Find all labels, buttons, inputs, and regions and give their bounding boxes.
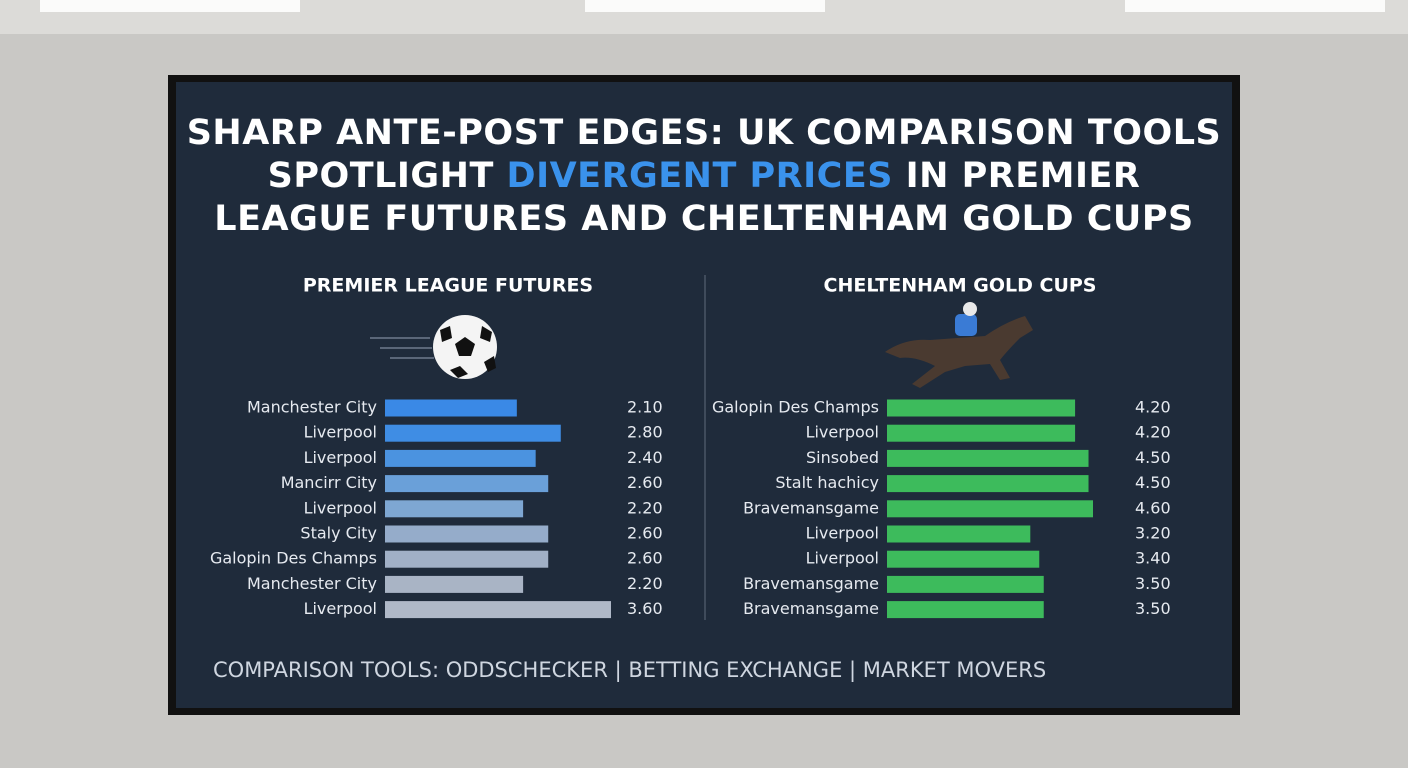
headline: SHARP ANTE-POST EDGES: UK COMPARISON TOO…: [168, 112, 1240, 241]
category-label: Bravemansgame: [743, 599, 879, 618]
value-label: 2.20: [627, 574, 663, 593]
headline-text: IN PREMIER: [905, 156, 1141, 196]
horse-icon: [885, 302, 1033, 388]
category-label: Galopin Des Champs: [210, 549, 377, 568]
bar: [887, 475, 1089, 493]
category-label: Mancirr City: [281, 473, 377, 492]
bar: [385, 601, 611, 619]
bar: [385, 424, 561, 442]
value-label: 2.60: [627, 473, 663, 492]
bar: [887, 449, 1089, 467]
value-label: 2.80: [627, 423, 663, 442]
category-label: Stalt hachicy: [775, 473, 879, 492]
category-label: Liverpool: [304, 448, 377, 467]
category-label: Manchester City: [247, 574, 377, 593]
category-label: Galopin Des Champs: [712, 398, 879, 417]
category-label: Bravemansgame: [743, 498, 879, 517]
value-label: 4.50: [1135, 473, 1171, 492]
bar: [385, 525, 549, 543]
bar: [385, 475, 549, 493]
bar: [887, 399, 1076, 417]
value-label: 3.40: [1135, 549, 1171, 568]
footer: COMPARISON TOOLS: ODDSCHECKER | BETTING …: [213, 658, 1047, 682]
value-label: 3.20: [1135, 524, 1171, 543]
bar: [385, 399, 517, 417]
category-label: Bravemansgame: [743, 574, 879, 593]
category-label: Liverpool: [806, 524, 879, 543]
headline-line: LEAGUE FUTURES AND CHELTENHAM GOLD CUPS: [214, 199, 1194, 239]
ceiling-light: [585, 0, 825, 12]
value-label: 4.50: [1135, 448, 1171, 467]
bar: [385, 449, 536, 467]
value-label: 2.60: [627, 549, 663, 568]
category-label: Liverpool: [304, 599, 377, 618]
value-label: 3.60: [627, 599, 663, 618]
value-label: 2.60: [627, 524, 663, 543]
category-label: Sinsobed: [806, 448, 879, 467]
bar: [887, 424, 1076, 442]
value-label: 4.60: [1135, 498, 1171, 517]
category-label: Liverpool: [304, 423, 377, 442]
value-label: 2.20: [627, 498, 663, 517]
value-label: 2.10: [627, 398, 663, 417]
bar: [887, 525, 1031, 543]
category-label: Liverpool: [806, 423, 879, 442]
bar: [385, 575, 524, 593]
headline-text: SPOTLIGHT: [267, 156, 494, 196]
bar: [887, 575, 1044, 593]
bar: [385, 500, 524, 518]
value-label: 4.20: [1135, 398, 1171, 417]
headline-highlight: DIVERGENT PRICES: [506, 156, 893, 196]
value-label: 3.50: [1135, 574, 1171, 593]
ceiling-light: [1125, 0, 1385, 12]
bar: [385, 550, 549, 568]
category-label: Staly City: [300, 524, 377, 543]
value-label: 3.50: [1135, 599, 1171, 618]
value-label: 4.20: [1135, 423, 1171, 442]
bar: [887, 500, 1093, 518]
chart-title: PREMIER LEAGUE FUTURES: [303, 275, 593, 297]
soccer-ball-icon: [370, 315, 497, 379]
bar: [887, 601, 1044, 619]
ceiling-light: [40, 0, 300, 12]
headline-line: SPOTLIGHT DIVERGENT PRICES IN PREMIER: [168, 155, 1240, 198]
headline-line: SHARP ANTE-POST EDGES: UK COMPARISON TOO…: [186, 113, 1222, 153]
category-label: Liverpool: [806, 549, 879, 568]
category-label: Liverpool: [304, 498, 377, 517]
bar: [887, 550, 1040, 568]
value-label: 2.40: [627, 448, 663, 467]
chart-title: CHELTENHAM GOLD CUPS: [824, 275, 1097, 297]
screen: [176, 82, 1232, 708]
category-label: Manchester City: [247, 398, 377, 417]
